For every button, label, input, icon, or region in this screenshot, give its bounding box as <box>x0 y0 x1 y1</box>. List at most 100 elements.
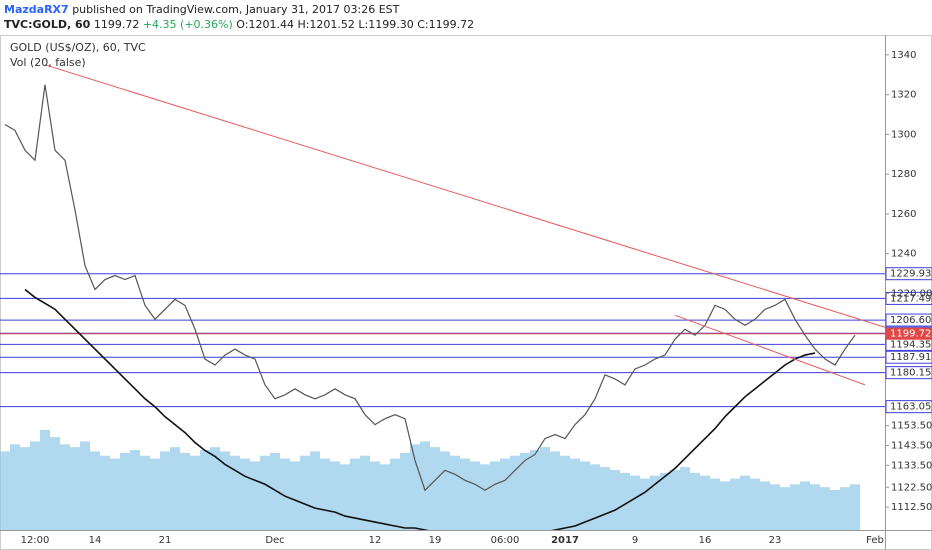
symbol: TVC:GOLD, 60 <box>4 18 91 31</box>
level-label: 1163.05 <box>890 402 931 413</box>
change: +4.35 (+0.36%) <box>142 18 233 31</box>
y-tick-label: 1320 <box>891 90 916 101</box>
trendline <box>44 64 885 328</box>
volume-bar <box>30 441 40 530</box>
volume-bar <box>500 458 510 530</box>
volume-bar <box>430 447 440 530</box>
volume-bar <box>270 452 280 530</box>
volume-bar <box>670 470 680 530</box>
x-tick-label: 23 <box>769 535 782 546</box>
volume-bar <box>790 484 800 530</box>
volume-bar <box>320 458 330 530</box>
volume-bar <box>440 451 450 530</box>
volume-bar <box>120 452 130 530</box>
volume-bar <box>740 475 750 530</box>
x-tick-label: 14 <box>89 535 102 546</box>
trendline <box>674 314 866 386</box>
volume-bar <box>750 478 760 530</box>
y-tick-label: 1260 <box>891 209 916 220</box>
close: C:1199.72 <box>417 18 475 31</box>
price: 1199.72 <box>93 18 140 31</box>
level-label-box <box>885 366 932 380</box>
y-tick-label: 1300 <box>891 129 916 140</box>
chart-title: GOLD (US$/OZ), 60, TVC <box>10 41 146 54</box>
level-label-box <box>885 350 932 364</box>
volume-bar <box>310 451 320 530</box>
volume-bar <box>520 452 530 530</box>
open: O:1201.44 <box>236 18 294 31</box>
volume-bar <box>530 450 540 530</box>
y-tick-label: 1220.00 <box>891 288 932 299</box>
y-tick-label: 1133.50 <box>891 460 932 471</box>
volume-bar <box>230 455 240 530</box>
volume-bar <box>450 455 460 530</box>
volume-bar <box>770 484 780 530</box>
level-label-box <box>885 400 932 414</box>
volume-bar <box>730 478 740 530</box>
volume-bar <box>470 461 480 530</box>
volume-bar <box>100 455 110 530</box>
volume-bar <box>540 447 550 530</box>
y-tick-label: 1340 <box>891 50 916 61</box>
volume-bar <box>10 444 20 530</box>
volume-bar <box>80 441 90 530</box>
volume-bar <box>60 444 70 530</box>
volume-bar <box>550 451 560 530</box>
volume-bar <box>460 458 470 530</box>
volume-bar <box>370 461 380 530</box>
y-tick-label: 1122.50 <box>891 482 932 493</box>
x-tick-label: 06:00 <box>491 535 520 546</box>
volume-bar <box>420 441 430 530</box>
volume-bar <box>570 458 580 530</box>
volume-bar <box>240 458 250 530</box>
price-line <box>4 84 856 492</box>
volume-bar <box>610 470 620 530</box>
volume-bar <box>40 430 50 530</box>
last-price-box <box>886 327 932 340</box>
volume-bar <box>170 447 180 530</box>
volume-bar <box>200 450 210 530</box>
level-label: 1187.91 <box>890 352 931 363</box>
volume-bar <box>660 472 670 530</box>
volume-bar <box>380 464 390 530</box>
x-tick-label: 12 <box>369 535 382 546</box>
volume-bar <box>830 490 840 530</box>
volume-bar <box>250 461 260 530</box>
volume-bar <box>630 475 640 530</box>
y-tick-label: 1240 <box>891 249 916 260</box>
volume-bar <box>160 451 170 530</box>
x-tick-label: 12:00 <box>21 535 50 546</box>
series-layer <box>4 64 885 530</box>
volume-bar <box>280 458 290 530</box>
volume-bar <box>490 461 500 530</box>
volume-bar <box>480 464 490 530</box>
volume-bar <box>410 444 420 530</box>
x-tick-label: Feb <box>866 535 884 546</box>
x-tick-label: 21 <box>159 535 172 546</box>
level-label: 1194.35 <box>890 339 931 350</box>
x-tick-label: 9 <box>632 535 638 546</box>
volume-bar <box>600 467 610 530</box>
volume-bar <box>620 472 630 530</box>
price-line <box>24 288 816 530</box>
volume-bar <box>70 447 80 530</box>
level-label-box <box>885 291 932 305</box>
volume-bar <box>720 481 730 530</box>
volume-bar <box>390 458 400 530</box>
published: published on TradingView.com, January 31… <box>72 3 400 16</box>
volume-bar <box>150 458 160 530</box>
volume-bar <box>210 447 220 530</box>
volume-bar <box>340 464 350 530</box>
level-label: 1206.60 <box>890 315 931 326</box>
volume-bar <box>710 478 720 530</box>
volume-bar <box>850 484 860 530</box>
volume-bar <box>300 455 310 530</box>
volume-bar <box>360 455 370 530</box>
author[interactable]: MazdaRX7 <box>4 3 69 16</box>
volume-bar <box>130 450 140 530</box>
volume-bar <box>190 455 200 530</box>
last-price-label: 1199.72 <box>890 329 931 340</box>
volume-bar <box>20 447 30 530</box>
